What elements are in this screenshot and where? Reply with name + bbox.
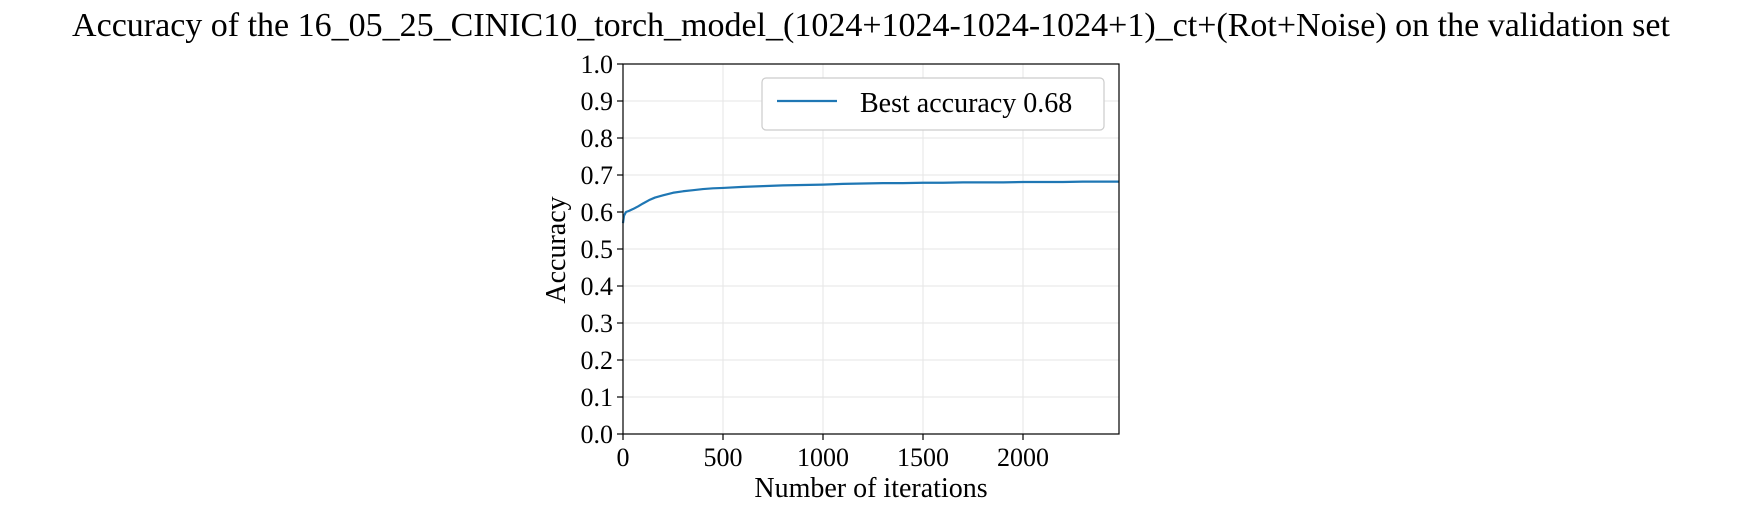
y-tick-label: 0.2 (581, 346, 614, 375)
y-tick-label: 0.1 (581, 383, 614, 412)
y-tick-label: 0.7 (581, 161, 614, 190)
y-tick-label: 0.4 (581, 272, 614, 301)
x-axis-label: Number of iterations (754, 473, 987, 504)
x-tick-label: 1000 (797, 443, 849, 472)
line-series-layer (621, 180, 1119, 224)
y-tick-label: 1.0 (581, 50, 614, 79)
legend-entry-label: Best accuracy 0.68 (860, 88, 1072, 119)
series-line (621, 180, 1119, 224)
x-tick-label: 1500 (897, 443, 949, 472)
y-tick-label: 0.5 (581, 235, 614, 264)
y-tick-label: 0.8 (581, 124, 614, 153)
x-tick-label: 500 (704, 443, 743, 472)
axes (617, 63, 1120, 440)
y-axis-label: Accuracy (541, 196, 572, 303)
y-tick-label: 0.0 (581, 420, 614, 449)
legend-box (761, 77, 1105, 131)
y-tick-label: 0.6 (581, 198, 614, 227)
x-tick-label: 2000 (997, 443, 1049, 472)
y-tick-label: 0.9 (581, 87, 614, 116)
legend: Best accuracy 0.68 (761, 77, 1105, 131)
tick-labels: 0.0 0.1 0.2 0.3 0.4 0.5 0.6 0.7 0.8 0.9 1.0 0 500 100… (581, 50, 1050, 472)
y-tick-label: 0.3 (581, 309, 614, 338)
x-tick-label: 0 (617, 443, 630, 472)
chart-title: Accuracy of the 16_05_25_CINIC10_torch_m… (72, 7, 1670, 44)
